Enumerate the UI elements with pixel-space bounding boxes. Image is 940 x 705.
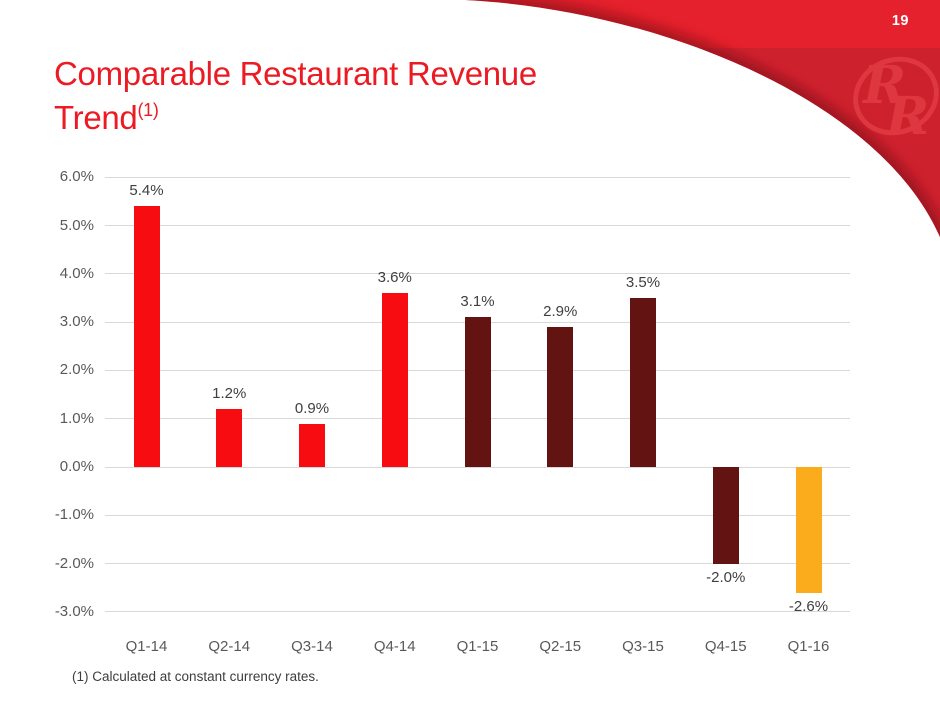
bar-Q1-14 bbox=[133, 206, 160, 467]
y-axis-tick-label: -3.0% bbox=[54, 602, 94, 620]
bar-Q3-15 bbox=[630, 297, 656, 467]
slide-title-line2: Trend(1) bbox=[54, 96, 537, 140]
title-footnote-marker: (1) bbox=[137, 100, 159, 120]
bar-Q2-15 bbox=[547, 326, 574, 467]
bar-Q3-14 bbox=[299, 423, 325, 467]
bar-value-label: 5.4% bbox=[129, 182, 164, 200]
x-axis-category-label: Q1-15 bbox=[456, 638, 499, 655]
gridline bbox=[105, 273, 850, 275]
x-axis-category-label: Q1-16 bbox=[787, 638, 830, 655]
x-axis-category-label: Q3-15 bbox=[622, 638, 664, 655]
logo-letter-r1: R bbox=[861, 55, 906, 116]
gridline bbox=[105, 225, 850, 226]
bar-Q1-15 bbox=[464, 317, 491, 467]
gridline bbox=[105, 563, 850, 565]
footnote: (1) Calculated at constant currency rate… bbox=[72, 669, 319, 684]
x-axis-category-label: Q3-14 bbox=[291, 638, 333, 655]
x-axis-category-label: Q1-14 bbox=[125, 638, 168, 655]
page-number: 19 bbox=[891, 13, 909, 29]
y-axis-tick-label: 2.0% bbox=[59, 361, 94, 379]
bar-value-label: 1.2% bbox=[212, 385, 247, 403]
top-swoosh: R R bbox=[465, 0, 940, 237]
gridline bbox=[105, 514, 850, 516]
gridline bbox=[105, 176, 850, 178]
bar-Q4-15 bbox=[712, 467, 739, 564]
gridline bbox=[105, 466, 850, 468]
x-axis-category-label: Q4-14 bbox=[373, 638, 416, 655]
x-axis-category-label: Q2-14 bbox=[208, 638, 251, 655]
bar-Q1-16 bbox=[795, 467, 822, 593]
bar-value-label: 3.6% bbox=[377, 269, 412, 287]
bar-value-label: 2.9% bbox=[543, 302, 578, 320]
bar-value-label: -2.6% bbox=[788, 597, 829, 615]
y-axis-tick-label: 4.0% bbox=[59, 264, 94, 282]
logo-oval bbox=[853, 56, 939, 136]
gridline bbox=[105, 611, 850, 613]
y-axis-tick-label: 3.0% bbox=[59, 313, 94, 331]
y-axis-tick-label: 6.0% bbox=[59, 168, 94, 186]
y-axis-tick-label: 5.0% bbox=[59, 216, 94, 234]
bar-Q2-14 bbox=[216, 409, 243, 467]
logo-letter-r2: R bbox=[884, 86, 929, 147]
slide-title-line1: Comparable Restaurant Revenue bbox=[54, 55, 537, 92]
bar-Q4-14 bbox=[381, 293, 408, 467]
y-axis-tick-label: -2.0% bbox=[54, 554, 94, 572]
bar-value-label: -2.0% bbox=[706, 568, 746, 586]
y-axis-tick-label: 0.0% bbox=[59, 458, 94, 475]
bar-value-label: 3.5% bbox=[625, 273, 661, 291]
y-axis-tick-label: -1.0% bbox=[54, 506, 94, 524]
red-robin-logo: R R bbox=[853, 55, 939, 147]
x-axis-category-label: Q2-15 bbox=[539, 638, 582, 655]
x-axis-category-label: Q4-15 bbox=[704, 638, 747, 655]
slide-title-line2-text: Trend bbox=[54, 99, 138, 136]
slide-title: Comparable Restaurant Revenue Trend(1) bbox=[54, 52, 537, 140]
bar-value-label: 3.1% bbox=[460, 293, 495, 311]
y-axis-tick-label: 1.0% bbox=[59, 409, 94, 427]
bar-value-label: 0.9% bbox=[294, 399, 330, 417]
